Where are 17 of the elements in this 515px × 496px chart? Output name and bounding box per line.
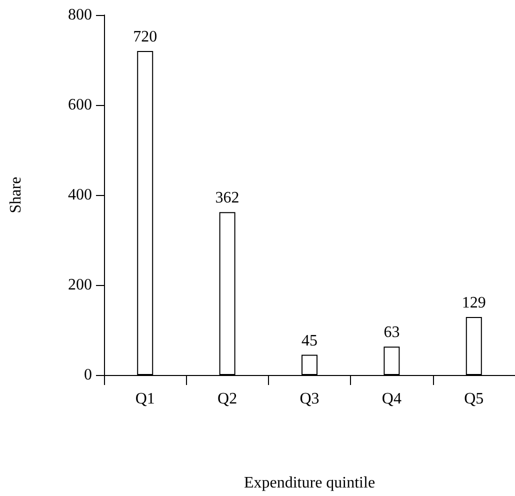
y-axis-title: Share [8, 176, 24, 214]
y-tick-label: 200 [68, 276, 92, 294]
y-tick-label: 400 [68, 186, 92, 204]
x-tick-label: Q2 [218, 390, 238, 408]
x-tick-label: Q4 [382, 390, 402, 408]
y-tick-label: 800 [68, 6, 92, 24]
data-label: 362 [215, 190, 240, 207]
x-tick-label: Q3 [300, 390, 320, 408]
y-tick-label: 600 [68, 96, 92, 114]
x-tick-label: Q5 [464, 390, 484, 408]
data-label: 720 [133, 28, 158, 46]
data-label: 45 [302, 332, 318, 350]
x-axis-title: Expenditure quintile [244, 474, 376, 492]
data-label: 63 [384, 324, 400, 342]
x-tick-label: Q1 [135, 390, 155, 408]
data-label: 129 [462, 294, 486, 312]
y-tick-label: 0 [84, 366, 92, 384]
